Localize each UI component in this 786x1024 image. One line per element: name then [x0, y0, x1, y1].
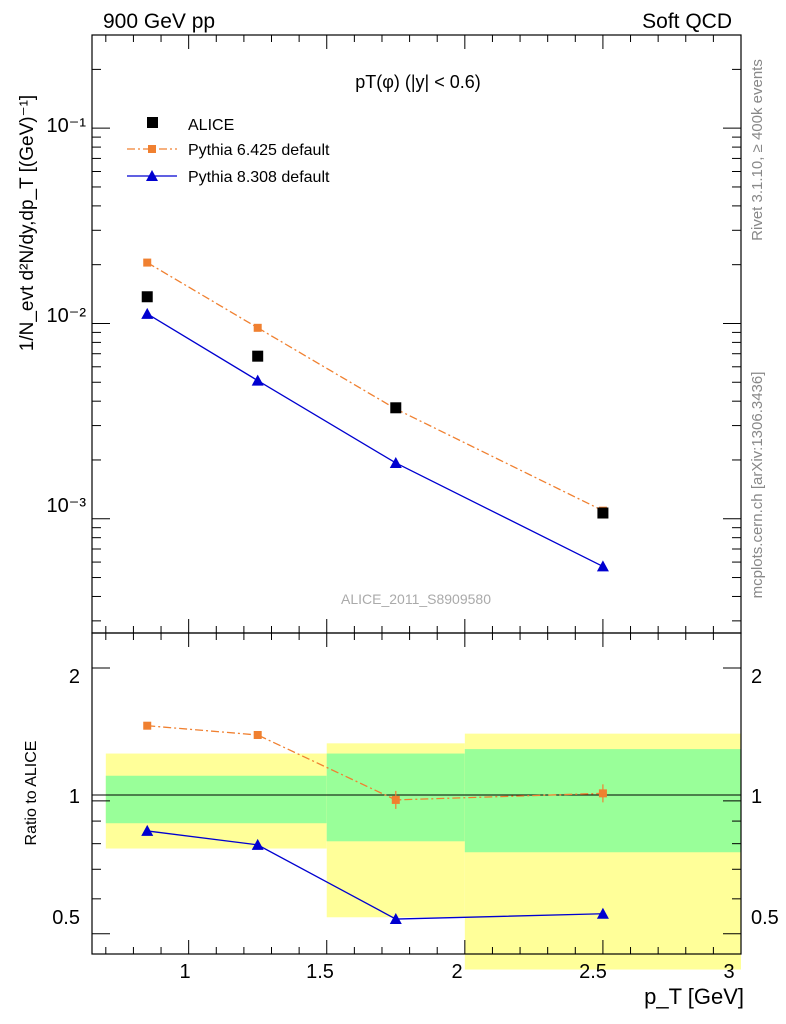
ratio-series-pythia6-point-0 — [143, 721, 152, 730]
main-series-pythia6-point-0 — [143, 258, 152, 267]
analysis-watermark: ALICE_2011_S8909580 — [341, 591, 491, 607]
main-series-pythia8-point-0 — [141, 307, 154, 319]
header-right: Soft QCD — [642, 10, 732, 33]
ratio-panel: 0.5 1 2 0.5 1 2 Ratio to ALICE 1 1.5 2 2… — [23, 632, 779, 1009]
main-series-pythia8-point-3 — [596, 560, 609, 572]
main-series-pythia6-point-1 — [253, 323, 262, 332]
main-series-pythia8-point-1 — [251, 374, 264, 386]
main-ylabel: 1/N_evt d²N/dy,dp_T [(GeV)⁻¹] — [17, 95, 38, 351]
main-ytick-1e-1-text: 10⁻¹ — [47, 115, 87, 137]
ratio-ytick-right-1: 1 — [751, 786, 762, 808]
main-series-alice-point-1 — [252, 350, 264, 362]
ratio-band-inner-0 — [105, 775, 327, 824]
ratio-ylabel: Ratio to ALICE — [23, 741, 40, 846]
legend-label-pythia6: Pythia 6.425 default — [188, 142, 330, 159]
ratio-series-pythia8-point-0 — [141, 824, 154, 836]
ratio-series-pythia6-point-1 — [253, 730, 262, 739]
main-series-alice-point-3 — [597, 507, 609, 519]
ratio-series-pythia8-point-2 — [389, 913, 402, 925]
ratio-frame — [91, 632, 742, 955]
main-ytick-label-1e-3: 10⁻³ — [47, 495, 87, 517]
legend-marker-pythia8 — [146, 170, 158, 181]
main-ytick-1e-3-text: 10⁻³ — [47, 495, 87, 517]
source-label: mcplots.cern.ch [arXiv:1306.3436] — [749, 372, 766, 599]
xtick-label-1.5: 1.5 — [306, 961, 334, 983]
main-series-pythia8-line — [146, 313, 604, 568]
main-series-pythia6-line — [146, 262, 604, 512]
legend-label-pythia8: Pythia 8.308 default — [188, 169, 330, 186]
xtick-label-1: 1 — [179, 961, 190, 983]
ratio-series-pythia8-line — [147, 830, 603, 920]
xtick-label-2: 2 — [451, 961, 462, 983]
ratio-series-pythia8-point-1 — [251, 838, 264, 850]
legend-marker-pythia6 — [148, 145, 156, 153]
ratio-series-pythia8-point-3 — [596, 907, 609, 919]
xtick-label-3: 3 — [723, 961, 734, 983]
ratio-ytick-left-1: 1 — [69, 786, 80, 808]
legend-marker-alice — [147, 117, 158, 128]
main-ytick-label-1e-1: 10⁻¹ — [47, 115, 87, 137]
main-series-alice-point-0 — [141, 291, 153, 303]
main-ytick-label-1e-2: 10⁻² — [47, 305, 87, 327]
ratio-ytick-right-2: 2 — [751, 666, 762, 688]
main-title: pT(φ) (|y| < 0.6) — [355, 72, 481, 92]
legend-label-alice: ALICE — [188, 117, 234, 134]
ratio-ytick-left-0.5: 0.5 — [52, 907, 80, 929]
main-panel: 10⁻³ 10⁻² 10⁻¹ 1/N_evt d²N/dy,dp_T [(GeV… — [17, 34, 742, 634]
rivet-label: Rivet 3.1.10, ≥ 400k events — [749, 59, 766, 241]
header-left: 900 GeV pp — [103, 10, 215, 33]
ratio-series-pythia6-line — [147, 725, 603, 801]
legend: ALICE Pythia 6.425 default Pythia 8.308 … — [127, 117, 330, 186]
main-ytick-1e-2-text: 10⁻² — [47, 305, 87, 327]
ratio-ytick-right-0.5: 0.5 — [751, 907, 779, 929]
xlabel: p_T [GeV] — [644, 984, 744, 1009]
main-series-alice-point-2 — [390, 402, 402, 414]
ratio-ytick-left-2: 2 — [69, 666, 80, 688]
xtick-label-2.5: 2.5 — [579, 961, 607, 983]
main-series-pythia8-point-2 — [389, 456, 402, 468]
